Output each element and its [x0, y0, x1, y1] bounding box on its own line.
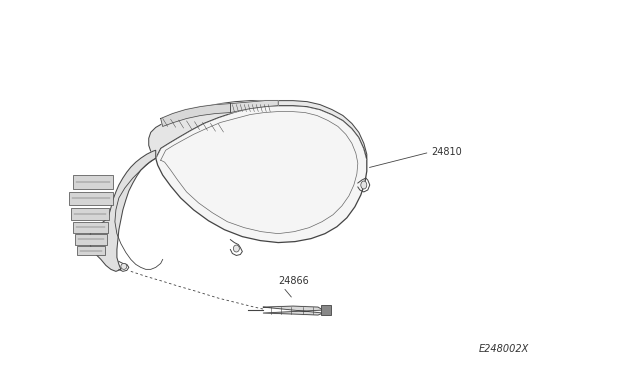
Bar	[71, 208, 109, 220]
Text: 24810: 24810	[431, 147, 462, 157]
Bar	[75, 234, 107, 244]
Ellipse shape	[121, 263, 127, 269]
Polygon shape	[230, 101, 278, 113]
Bar	[321, 305, 331, 315]
Polygon shape	[161, 104, 230, 126]
Polygon shape	[148, 101, 278, 158]
Polygon shape	[156, 106, 367, 243]
Polygon shape	[263, 306, 323, 315]
Bar	[73, 175, 113, 189]
Bar	[69, 192, 113, 205]
Ellipse shape	[234, 245, 239, 252]
Ellipse shape	[361, 181, 367, 189]
Polygon shape	[89, 150, 156, 271]
Polygon shape	[278, 101, 367, 159]
Bar	[73, 222, 108, 232]
Text: E248002X: E248002X	[479, 344, 529, 354]
Bar	[77, 246, 105, 256]
Text: 24866: 24866	[278, 276, 309, 286]
